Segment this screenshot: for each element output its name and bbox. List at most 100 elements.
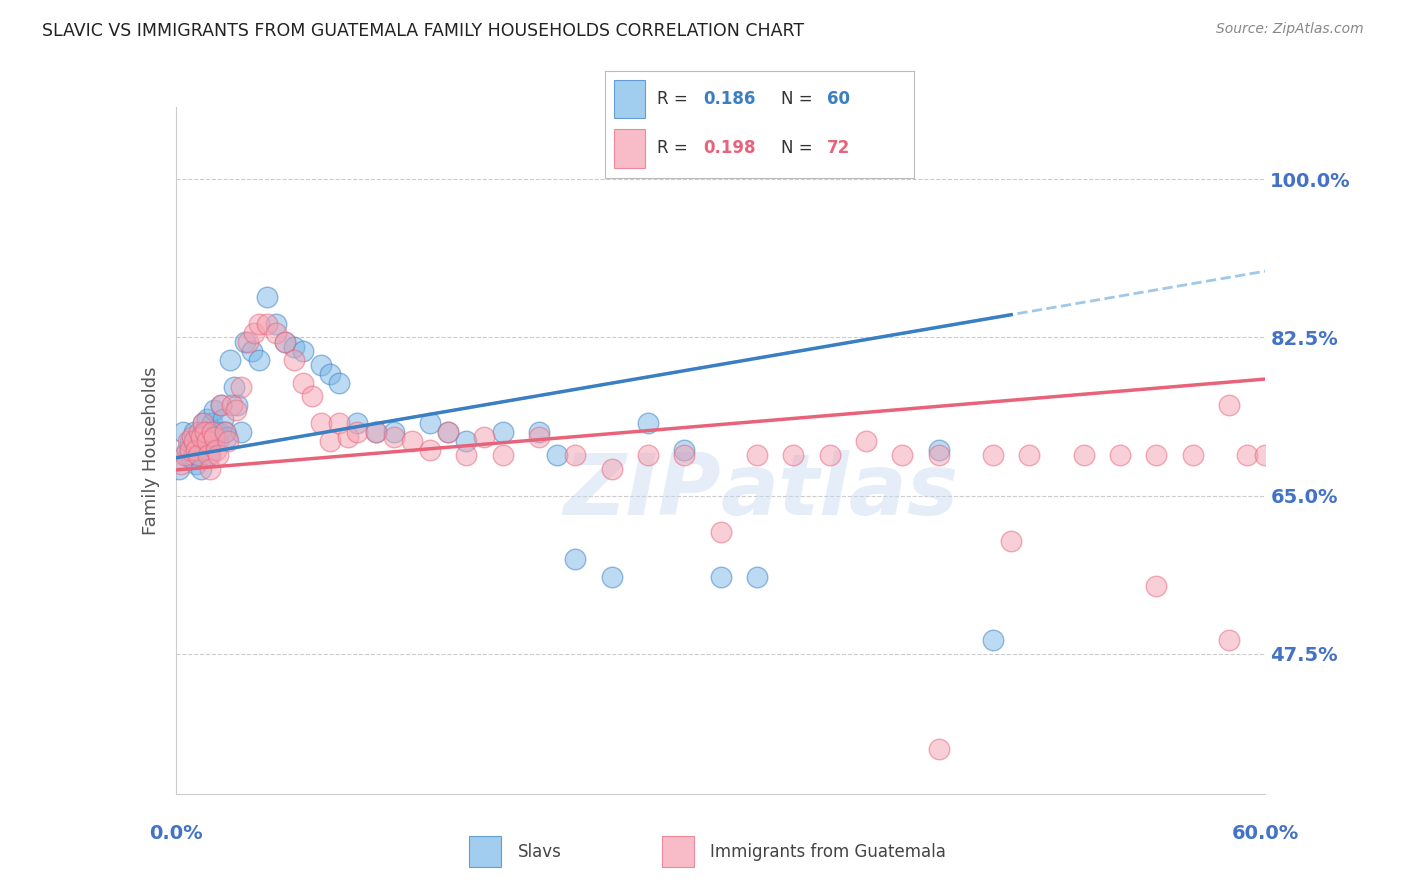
Point [382, 430, 405, 444]
Point [710, 570, 733, 584]
Point [437, 425, 460, 440]
Point [188, 448, 211, 462]
Point [855, 434, 877, 449]
Point [194, 425, 217, 440]
Bar [614, 80, 645, 119]
Point [195, 412, 218, 426]
Point [233, 334, 256, 349]
Point [200, 448, 222, 462]
Point [637, 417, 659, 431]
Point [201, 425, 224, 440]
Text: N =: N = [780, 90, 818, 108]
Point [337, 430, 360, 444]
Point [600, 570, 623, 584]
Bar [614, 129, 645, 168]
Point [181, 452, 204, 467]
Point [209, 398, 232, 412]
Point [195, 434, 218, 449]
Point [247, 353, 270, 368]
Bar [470, 837, 502, 867]
Point [283, 339, 305, 353]
Point [782, 448, 804, 462]
Point [212, 412, 235, 426]
Point [319, 367, 342, 381]
Text: Source: ZipAtlas.com: Source: ZipAtlas.com [1216, 22, 1364, 37]
Point [191, 417, 214, 431]
Point [673, 448, 696, 462]
Point [1000, 533, 1022, 548]
Point [200, 461, 222, 475]
Point [181, 430, 204, 444]
Point [184, 443, 207, 458]
Point [222, 380, 245, 394]
Text: 72: 72 [827, 139, 851, 157]
Point [527, 430, 550, 444]
Point [274, 334, 297, 349]
Point [1236, 448, 1258, 462]
Point [419, 417, 441, 431]
Point [197, 425, 219, 440]
Point [328, 376, 350, 390]
Point [219, 353, 242, 368]
Point [891, 448, 914, 462]
Point [1254, 448, 1277, 462]
Point [928, 443, 950, 458]
Point [1181, 448, 1204, 462]
Point [1218, 398, 1240, 412]
Point [186, 443, 209, 458]
Point [215, 430, 238, 444]
Point [207, 448, 229, 462]
Point [256, 290, 278, 304]
Point [673, 443, 696, 458]
Point [186, 448, 209, 462]
Point [981, 448, 1004, 462]
Point [208, 425, 231, 440]
Point [1218, 633, 1240, 648]
Point [564, 448, 586, 462]
Point [247, 317, 270, 331]
Point [419, 443, 441, 458]
Text: Immigrants from Guatemala: Immigrants from Guatemala [710, 843, 946, 861]
Point [209, 398, 232, 412]
Point [309, 358, 332, 372]
Text: 0.198: 0.198 [703, 139, 756, 157]
Point [745, 448, 768, 462]
Point [637, 448, 659, 462]
Text: Slavs: Slavs [517, 843, 561, 861]
Point [546, 448, 568, 462]
Text: 0.186: 0.186 [703, 90, 756, 108]
Point [243, 326, 266, 340]
Point [201, 417, 224, 431]
Point [1146, 448, 1168, 462]
Point [527, 425, 550, 440]
Point [225, 402, 247, 417]
Point [172, 425, 194, 440]
Point [291, 344, 314, 359]
Point [600, 461, 623, 475]
Point [207, 434, 229, 449]
Text: SLAVIC VS IMMIGRANTS FROM GUATEMALA FAMILY HOUSEHOLDS CORRELATION CHART: SLAVIC VS IMMIGRANTS FROM GUATEMALA FAMI… [42, 22, 804, 40]
Point [264, 326, 287, 340]
Point [183, 425, 205, 440]
Point [179, 434, 201, 449]
Point [745, 570, 768, 584]
Point [981, 633, 1004, 648]
Text: N =: N = [780, 139, 818, 157]
Point [710, 524, 733, 539]
Point [291, 376, 314, 390]
Point [177, 434, 200, 449]
Text: atlas: atlas [721, 450, 959, 533]
Point [177, 448, 200, 462]
Point [217, 434, 239, 449]
Point [818, 448, 841, 462]
Point [283, 353, 305, 368]
Point [191, 425, 214, 440]
Point [221, 398, 243, 412]
Point [176, 443, 198, 458]
Point [183, 443, 205, 458]
Text: 0.0%: 0.0% [149, 824, 202, 844]
Point [301, 389, 323, 403]
Point [194, 434, 217, 449]
Point [346, 425, 368, 440]
Point [928, 448, 950, 462]
